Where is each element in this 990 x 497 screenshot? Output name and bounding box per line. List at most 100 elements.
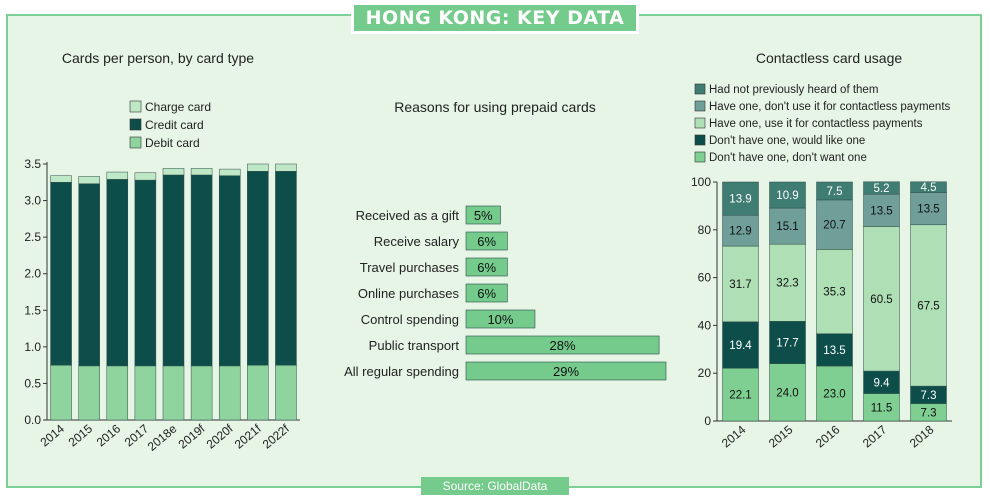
data-label: 6% xyxy=(477,260,496,275)
data-label: 11.5 xyxy=(871,402,893,414)
bar-segment xyxy=(910,181,947,193)
category-label: All regular spending xyxy=(344,364,459,379)
x-tick-label: 2017 xyxy=(860,422,890,450)
legend-label: Don't have one, would like one xyxy=(709,135,865,147)
bar-segment xyxy=(134,172,157,181)
legend-swatch xyxy=(694,151,706,163)
y-tick-label: 80 xyxy=(698,223,712,237)
data-label: 4.5 xyxy=(921,182,937,194)
category-label: Public transport xyxy=(369,338,460,353)
data-label: 20.7 xyxy=(823,220,845,232)
data-label: 60.5 xyxy=(870,294,892,306)
y-tick-label: 1.0 xyxy=(24,340,41,354)
category-label: Received as a gift xyxy=(356,208,460,223)
bar xyxy=(465,205,501,225)
data-label: 7.3 xyxy=(921,390,937,402)
data-label: 13.9 xyxy=(729,194,751,206)
data-label: 24.0 xyxy=(776,387,798,399)
data-label: 19.4 xyxy=(729,340,752,352)
category-label: Receive salary xyxy=(374,234,460,249)
bar xyxy=(465,231,508,251)
bar-segment xyxy=(816,181,853,201)
legend-label: Have one, use it for contactless payment… xyxy=(709,118,923,130)
y-tick-label: 60 xyxy=(698,271,712,285)
bar-segment xyxy=(722,214,759,247)
bar-segment xyxy=(218,168,241,176)
legend-label: Don't have one, don't want one xyxy=(709,152,867,164)
legend-swatch xyxy=(694,117,706,129)
data-label: 29% xyxy=(553,364,579,379)
bar-segment xyxy=(769,321,806,364)
bar-segment xyxy=(769,181,806,209)
y-tick-label: 3.0 xyxy=(24,194,41,208)
data-label: 5.2 xyxy=(874,183,890,195)
chart-title: Contactless card usage xyxy=(756,50,903,66)
legend-label: Had not previously heard of them xyxy=(709,84,878,96)
bar xyxy=(465,309,536,329)
bar-segment xyxy=(106,171,129,180)
data-label: 5% xyxy=(474,208,493,223)
data-label: 13.5 xyxy=(823,345,845,357)
bar-segment xyxy=(162,168,185,176)
bar-segment xyxy=(247,163,269,172)
data-label: 9.4 xyxy=(874,377,891,389)
legend-swatch xyxy=(129,100,142,113)
category-label: Travel purchases xyxy=(360,260,460,275)
bar-segment xyxy=(910,224,947,387)
data-label: 35.3 xyxy=(823,287,845,299)
bar-segment xyxy=(769,363,806,422)
y-tick-label: 20 xyxy=(698,366,712,380)
bar xyxy=(465,335,660,355)
data-label: 7.3 xyxy=(921,407,937,419)
bar-segment xyxy=(816,199,853,250)
bar-segment xyxy=(190,168,213,176)
y-tick-label: 1.5 xyxy=(24,303,41,317)
chart-title: Reasons for using prepaid cards xyxy=(394,99,596,115)
source-label: Source: GlobalData xyxy=(421,477,569,495)
bar-segment xyxy=(863,193,900,227)
bar-segment xyxy=(769,207,806,245)
legend-label: Have one, don't use it for contactless p… xyxy=(709,101,951,113)
data-label: 31.7 xyxy=(729,279,751,291)
bar-segment xyxy=(275,163,297,172)
legend-label: Charge card xyxy=(145,100,211,114)
y-tick-label: 100 xyxy=(691,175,711,189)
data-label: 6% xyxy=(477,234,496,249)
data-label: 17.7 xyxy=(776,337,798,349)
data-label: 32.3 xyxy=(776,278,798,290)
data-label: 10% xyxy=(487,312,513,327)
category-label: Control spending xyxy=(361,312,459,327)
x-tick-label: 2016 xyxy=(813,422,843,450)
bar-segment xyxy=(863,181,900,195)
bar-segment xyxy=(78,176,100,184)
bar xyxy=(465,361,667,381)
bar-segment xyxy=(863,393,900,422)
bar-segment xyxy=(722,321,759,369)
chart-title: Cards per person, by card type xyxy=(62,50,254,66)
y-tick-label: 2.5 xyxy=(24,230,41,244)
bar xyxy=(465,257,508,277)
y-tick-label: 0.5 xyxy=(24,376,41,390)
legend-label: Debit card xyxy=(145,136,200,150)
y-tick-label: 2.0 xyxy=(24,267,41,281)
x-tick-label: 2018 xyxy=(907,422,937,450)
data-label: 67.5 xyxy=(917,300,939,312)
data-label: 23.0 xyxy=(823,389,845,401)
y-tick-label: 40 xyxy=(698,318,712,332)
bar-segment xyxy=(769,243,806,322)
bar-segment xyxy=(722,367,759,422)
x-tick-label: 2015 xyxy=(766,422,796,450)
data-label: 6% xyxy=(477,286,496,301)
legend-swatch xyxy=(129,136,142,149)
data-label: 10.9 xyxy=(776,190,798,202)
data-label: 7.5 xyxy=(827,186,843,198)
legend-swatch xyxy=(129,118,142,131)
data-label: 15.1 xyxy=(776,221,798,233)
category-label: Online purchases xyxy=(358,286,460,301)
bar-segment xyxy=(910,192,947,226)
legend-swatch xyxy=(694,100,706,112)
legend-label: Credit card xyxy=(145,118,204,132)
y-tick-label: 0.0 xyxy=(24,413,41,427)
